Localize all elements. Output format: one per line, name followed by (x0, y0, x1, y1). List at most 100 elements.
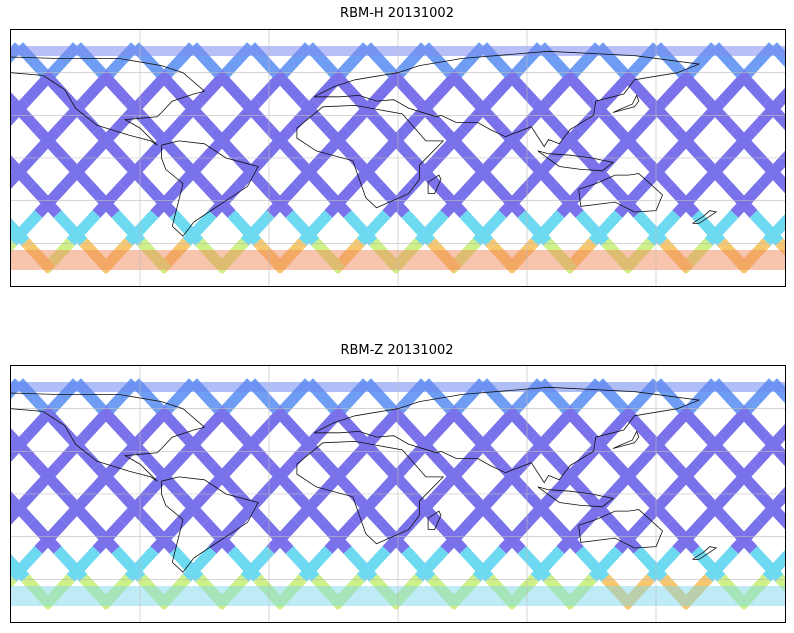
orbit-swath-segment (562, 70, 597, 106)
coastline-australia (578, 509, 663, 549)
orbit-swath-segment (227, 546, 262, 582)
orbit-swath-segment (504, 70, 539, 106)
orbit-swath-segment (175, 490, 210, 526)
orbit-swath-segment (11, 155, 36, 190)
orbit-swath-segment (85, 182, 120, 218)
orbit-swath-segment (53, 546, 88, 582)
coastline-indonesia (537, 150, 614, 172)
orbit-swath-segment (723, 182, 758, 218)
orbit-swath-segment (401, 546, 436, 582)
orbit-swath-segment (498, 126, 533, 162)
coastline-japan (612, 94, 640, 113)
gridlines (11, 30, 785, 286)
orbit-swath-segment (143, 518, 178, 554)
orbit-swath-segment (588, 434, 623, 470)
orbit-swath-segment (11, 554, 30, 582)
orbit-swath-segment (672, 462, 707, 498)
orbit-swath-segment (465, 490, 500, 526)
orbit-swath-segment (491, 182, 526, 218)
orbit-swath-segment (111, 210, 146, 246)
orbit-swath-segment (446, 406, 481, 442)
orbit-swath-segment (704, 434, 739, 470)
orbit-swath-segment (414, 434, 449, 470)
orbit-swath-segment (11, 434, 43, 470)
coastline-madagascar (427, 510, 442, 530)
coastline-europe-asia (313, 386, 701, 484)
orbit-swath-segment (227, 210, 262, 246)
orbit-swath-segment (259, 518, 294, 554)
orbit-swath-segment (491, 518, 526, 554)
orbit-swath-segment (11, 491, 36, 526)
orbit-swath-segment (143, 182, 178, 218)
orbit-swath-segment (240, 98, 275, 134)
orbit-swath-segment (259, 182, 294, 218)
coastlines (11, 386, 746, 573)
orbit-swath-segment (523, 154, 558, 190)
orbit-swath-segment (156, 406, 191, 442)
orbit-swath-segment (433, 518, 468, 554)
orbit-swath-segment (11, 98, 43, 134)
orbit-swath-segment (581, 490, 616, 526)
orbit-swath-segment (214, 70, 249, 106)
gridlines (11, 366, 785, 622)
coastlines (11, 50, 746, 237)
coastline-australia (578, 173, 663, 213)
orbit-swath-segment (697, 490, 732, 526)
orbit-swath-segment (343, 546, 378, 582)
orbit-swath-segment (330, 70, 365, 106)
orbit-swath-segment (549, 182, 584, 218)
orbit-swath-segment (388, 70, 423, 106)
orbit-swath-segment (614, 126, 649, 162)
orbit-swath-segment (156, 70, 191, 106)
orbit-swath-segment (762, 98, 785, 131)
orbit-swath-segment (40, 406, 75, 442)
bottom-panel-title: RBM-Z 20131002 (340, 343, 454, 358)
orbit-swath-segment (375, 182, 410, 218)
orbit-swath-segment (762, 434, 785, 467)
orbit-swath-segment (678, 406, 713, 442)
orbit-swath-segment (472, 434, 507, 470)
orbit-swath-segment (117, 154, 152, 190)
orbit-swath-segment (755, 154, 785, 190)
orbit-swath-segment (92, 462, 127, 498)
orbit-swath-segment (775, 87, 785, 106)
orbit-swath-segment (11, 428, 17, 440)
orbit-swath-segment (349, 154, 384, 190)
coastline-europe-asia (313, 50, 701, 148)
coastline-africa (296, 440, 445, 545)
orbit-swath-segment (317, 518, 352, 554)
orbit-swath-segment (465, 154, 500, 190)
orbit-swath-segment (646, 434, 681, 470)
coastline-new-zealand (692, 210, 718, 224)
orbit-swath-segment (704, 98, 739, 134)
orbit-swath-segment (214, 406, 249, 442)
orbit-swath-segment (575, 546, 610, 582)
orbit-swath-segment (749, 210, 784, 246)
coastline-japan (612, 430, 640, 449)
coastline-indonesia (537, 486, 614, 508)
orbit-swath-segment (169, 210, 204, 246)
orbit-swath-segment (356, 98, 391, 134)
orbit-swath-segment (620, 70, 655, 106)
orbit-swath-segment (208, 126, 243, 162)
orbit-swath-segment (414, 98, 449, 134)
orbit-swath-segment (34, 462, 69, 498)
orbit-swath-segment (85, 518, 120, 554)
orbit-swath-segment (575, 210, 610, 246)
orbit-swath-segment (124, 98, 159, 134)
orbit-swath-segment (407, 490, 442, 526)
orbit-swath-segment (517, 210, 552, 246)
orbit-swath-segment (27, 182, 62, 218)
orbit-swath-segment (169, 546, 204, 582)
orbit-swath-segment (98, 70, 133, 106)
orbit-swath-segment (549, 518, 584, 554)
orbit-swath-segment (53, 210, 88, 246)
orbit-swath-segment (401, 210, 436, 246)
coastline-africa (296, 104, 445, 209)
orbit-swath-segment (614, 462, 649, 498)
orbit-swath-segment (472, 98, 507, 134)
orbit-swath-segment (459, 210, 494, 246)
orbit-swath-segment (382, 462, 417, 498)
orbit-swath-segment (633, 210, 668, 246)
orbit-swath-segment (749, 546, 784, 582)
